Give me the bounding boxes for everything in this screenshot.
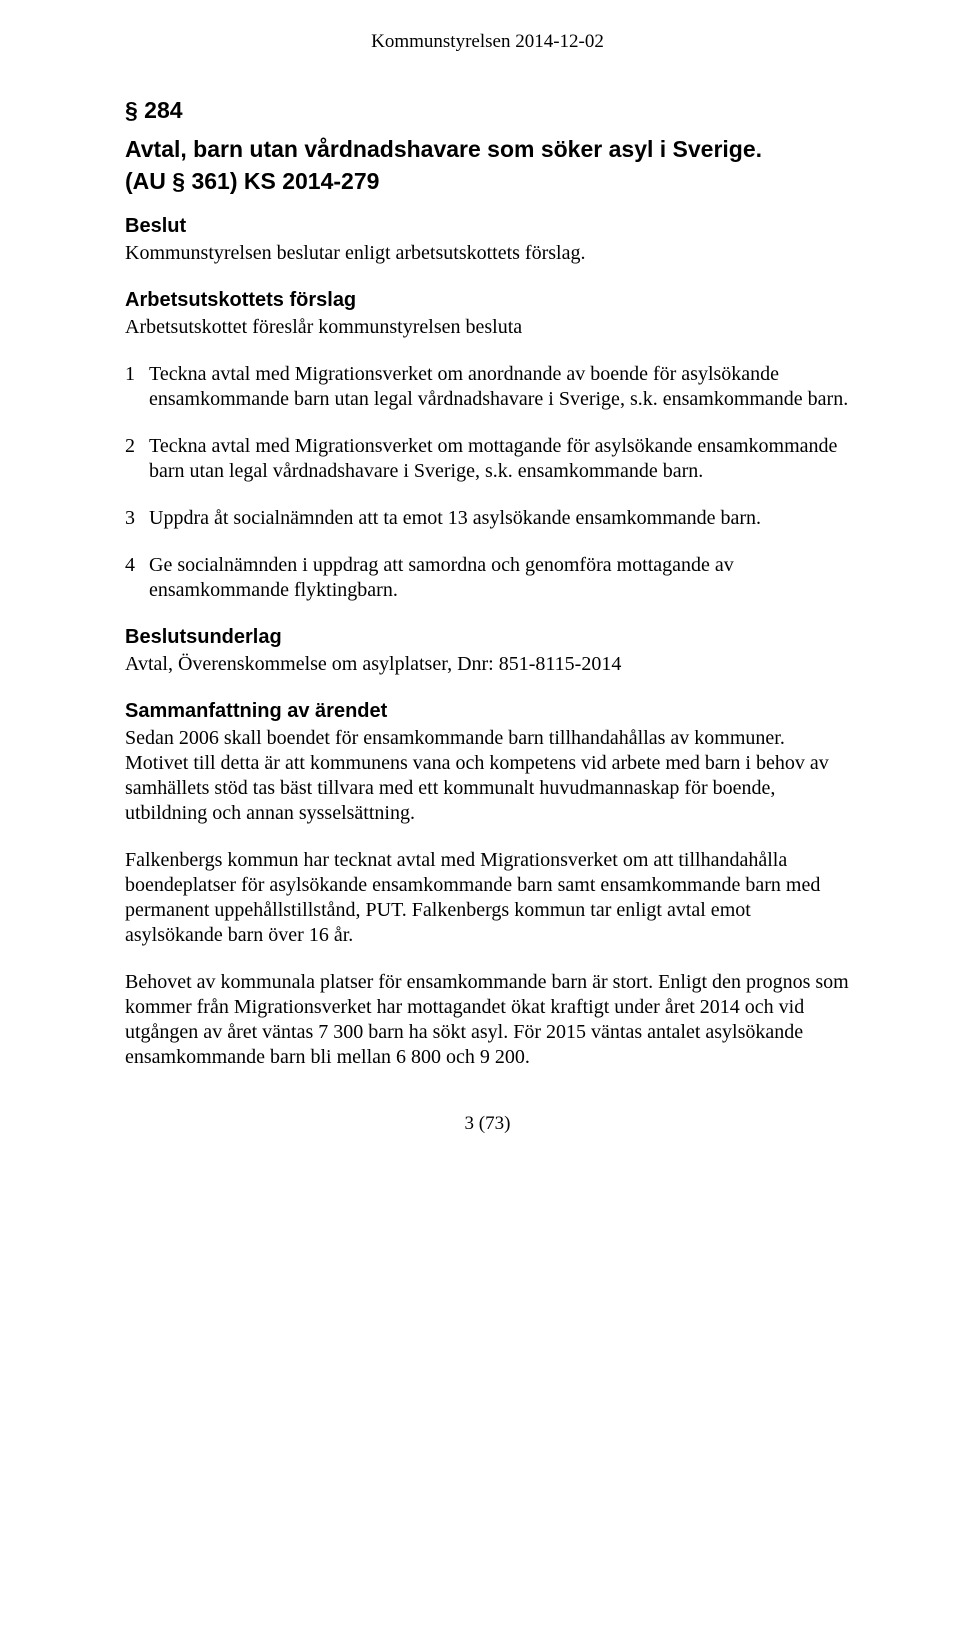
list-text: Uppdra åt socialnämnden att ta emot 13 a… — [149, 506, 850, 531]
paragraph: Falkenbergs kommun har tecknat avtal med… — [125, 848, 850, 948]
document-subtitle: (AU § 361) KS 2014-279 — [125, 167, 850, 196]
list-number: 4 — [125, 553, 149, 603]
paragraph: Behovet av kommunala platser för ensamko… — [125, 970, 850, 1070]
page-footer: 3 (73) — [125, 1112, 850, 1136]
heading-beslut: Beslut — [125, 214, 850, 239]
list-item: 2 Teckna avtal med Migrationsverket om m… — [125, 434, 850, 484]
forslag-intro: Arbetsutskottet föreslår kommunstyrelsen… — [125, 315, 850, 340]
list-text: Teckna avtal med Migrationsverket om mot… — [149, 434, 850, 484]
list-number: 3 — [125, 506, 149, 531]
list-item: 3 Uppdra åt socialnämnden att ta emot 13… — [125, 506, 850, 531]
list-number: 1 — [125, 362, 149, 412]
list-item: 1 Teckna avtal med Migrationsverket om a… — [125, 362, 850, 412]
document-title: Avtal, barn utan vårdnadshavare som söke… — [125, 135, 850, 164]
underlag-text: Avtal, Överenskommelse om asylplatser, D… — [125, 652, 850, 677]
heading-forslag: Arbetsutskottets förslag — [125, 288, 850, 313]
paragraph: Sedan 2006 skall boendet för ensamkomman… — [125, 726, 850, 826]
list-text: Teckna avtal med Migrationsverket om ano… — [149, 362, 850, 412]
list-number: 2 — [125, 434, 149, 484]
page-header: Kommunstyrelsen 2014-12-02 — [125, 30, 850, 54]
beslut-text: Kommunstyrelsen beslutar enligt arbetsut… — [125, 241, 850, 266]
list-item: 4 Ge socialnämnden i uppdrag att samordn… — [125, 553, 850, 603]
list-text: Ge socialnämnden i uppdrag att samordna … — [149, 553, 850, 603]
heading-underlag: Beslutsunderlag — [125, 625, 850, 650]
section-number: § 284 — [125, 96, 850, 125]
heading-sammanfattning: Sammanfattning av ärendet — [125, 699, 850, 724]
